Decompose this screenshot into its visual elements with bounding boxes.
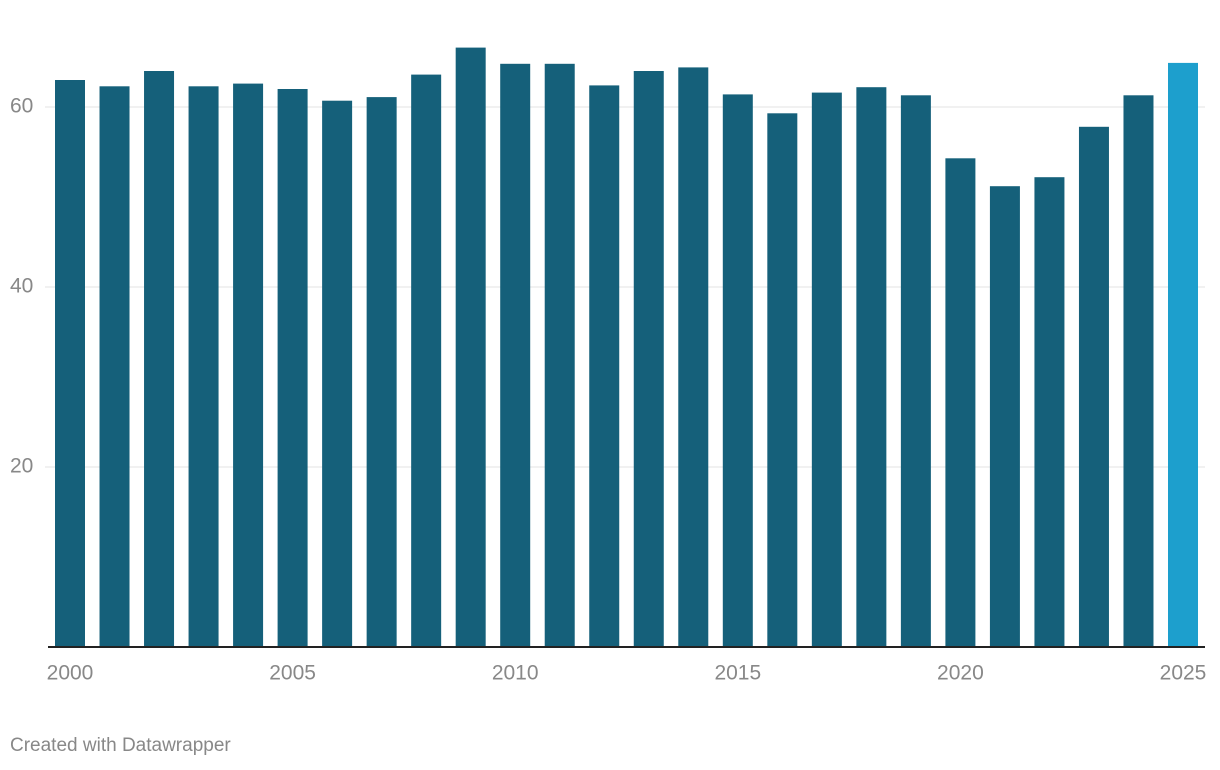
footer: Created with Datawrapper — [10, 735, 231, 756]
x-tick-label: 2020 — [937, 662, 984, 685]
x-tick-label: 2005 — [269, 662, 316, 685]
bar — [989, 186, 1020, 647]
x-tick-label: 2010 — [492, 662, 539, 685]
bar — [188, 86, 219, 648]
bar — [811, 92, 842, 648]
y-tick-label: 20 — [10, 455, 33, 478]
x-tick-label: 2000 — [47, 662, 94, 685]
bar — [455, 47, 486, 648]
bar — [678, 67, 709, 647]
bar — [589, 85, 620, 647]
y-tick-label: 60 — [10, 95, 33, 118]
bar — [767, 113, 798, 648]
bar — [633, 71, 664, 647]
bar — [945, 158, 976, 648]
bar — [99, 86, 130, 648]
bar — [900, 95, 931, 648]
bar — [411, 74, 442, 648]
bar — [144, 71, 175, 647]
bar — [322, 100, 353, 647]
bar — [55, 80, 85, 647]
bar — [856, 87, 887, 647]
bar — [500, 63, 531, 648]
bar — [1034, 177, 1065, 647]
y-tick-label: 40 — [10, 275, 33, 298]
x-tick-label: 2025 — [1160, 662, 1207, 685]
bar — [277, 89, 308, 647]
x-tick-label: 2015 — [714, 662, 761, 685]
bar — [1123, 95, 1154, 648]
bar — [544, 63, 575, 648]
bar — [1168, 62, 1198, 647]
bar — [233, 83, 264, 648]
bar — [722, 94, 753, 647]
bar — [366, 97, 397, 648]
bar — [1078, 126, 1109, 648]
